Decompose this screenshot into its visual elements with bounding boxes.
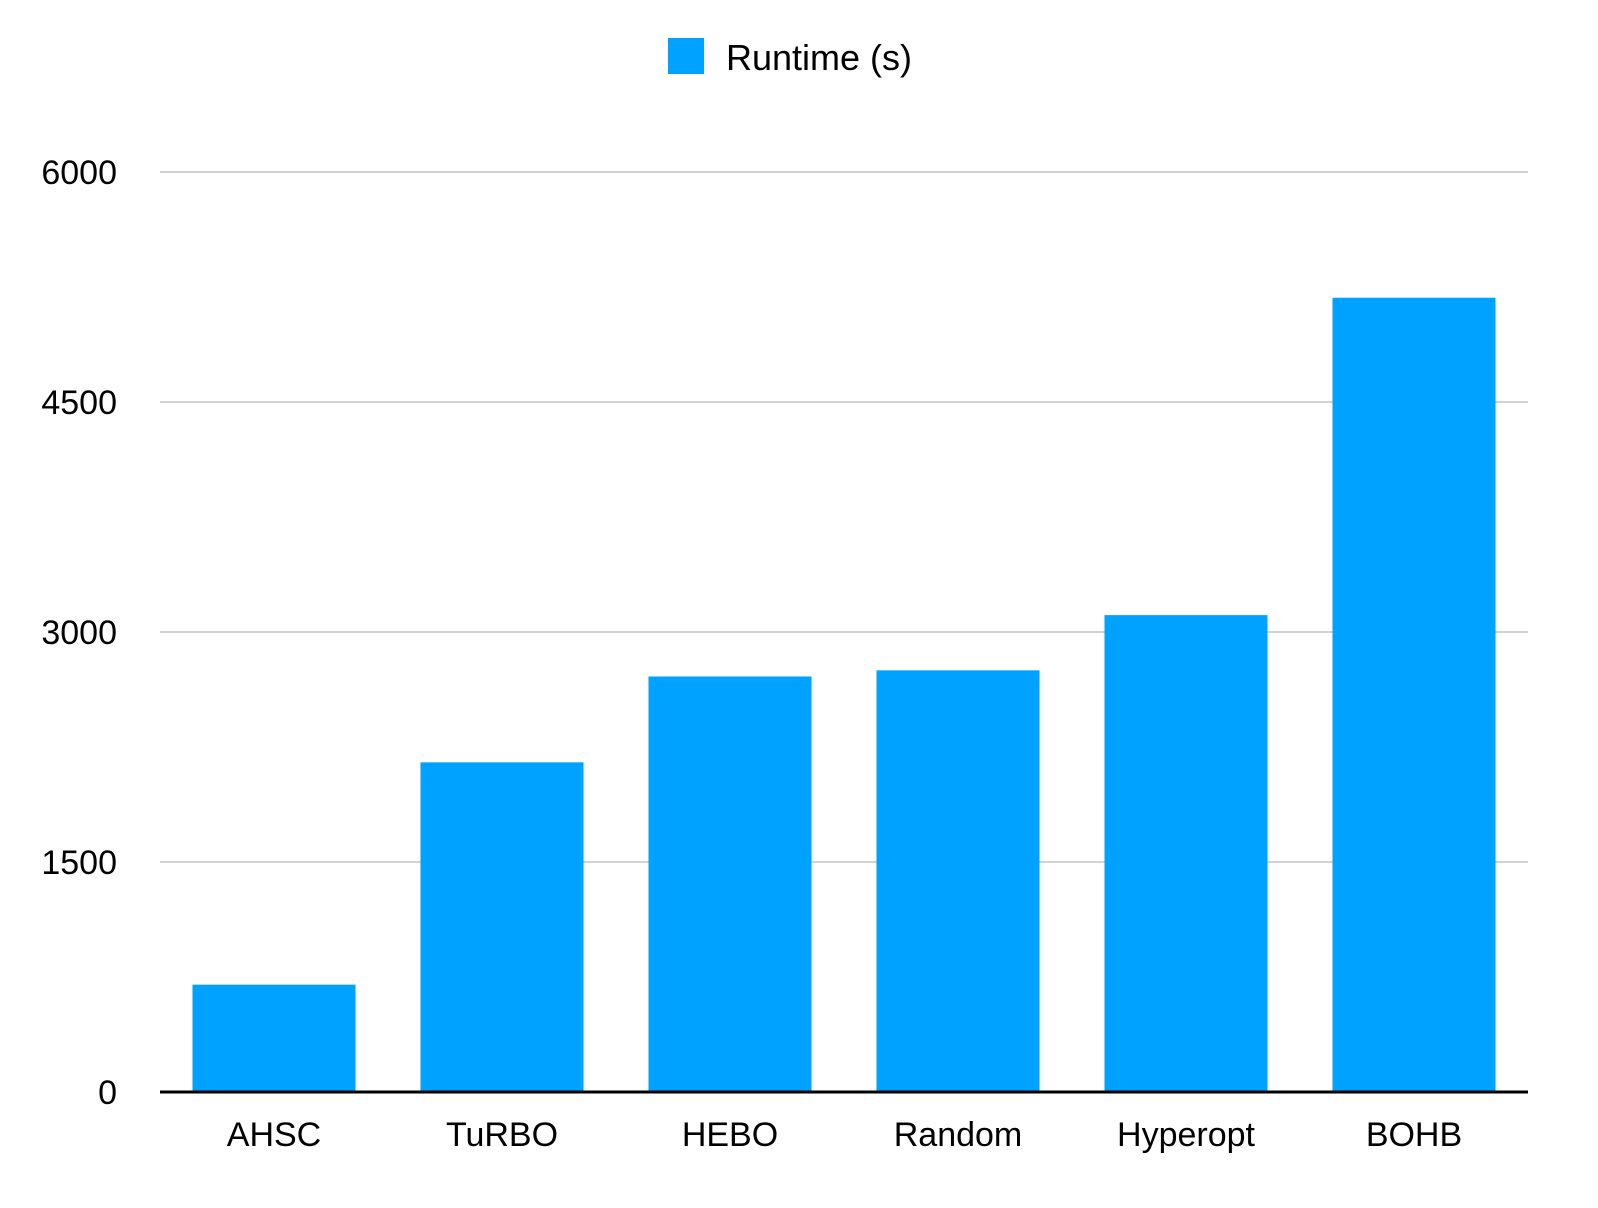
x-tick-label-bohb: BOHB: [1366, 1116, 1462, 1154]
bar-turbo: [420, 762, 584, 1092]
y-tick-label-0: 0: [98, 1074, 117, 1112]
y-tick-label-1500: 1500: [41, 844, 117, 882]
x-axis: AHSC TuRBO HEBO Random Hyperopt BOHB: [160, 1090, 1528, 1154]
y-axis: 0 1500 3000 4500 6000: [41, 154, 117, 1112]
bar-hebo: [648, 676, 812, 1092]
gridlines: [160, 171, 1528, 863]
y-tick-label-6000: 6000: [41, 154, 117, 192]
legend-label: Runtime (s): [726, 37, 912, 78]
y-tick-label-4500: 4500: [41, 384, 117, 422]
y-tick-label-3000: 3000: [41, 614, 117, 652]
bar-random: [876, 670, 1040, 1092]
legend-swatch: [668, 38, 704, 74]
x-tick-label-turbo: TuRBO: [446, 1116, 558, 1154]
x-tick-label-hebo: HEBO: [682, 1116, 778, 1154]
bar-bohb: [1332, 297, 1496, 1092]
x-tick-label-random: Random: [894, 1116, 1023, 1154]
x-tick-label-ahsc: AHSC: [227, 1116, 321, 1154]
bars: [192, 297, 1496, 1092]
bar-hyperopt: [1104, 615, 1268, 1092]
legend: Runtime (s): [668, 37, 912, 78]
bar-ahsc: [192, 984, 356, 1092]
x-tick-label-hyperopt: Hyperopt: [1117, 1116, 1256, 1154]
